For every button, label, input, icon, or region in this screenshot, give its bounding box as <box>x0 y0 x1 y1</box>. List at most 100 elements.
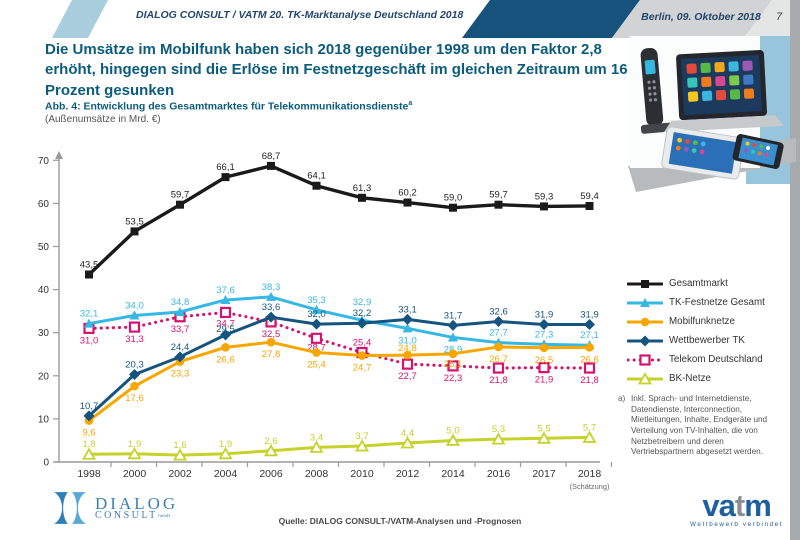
figure-unit-note: (Außenumsätze in Mrd. €) <box>45 114 161 125</box>
y-tick-label: 0 <box>43 458 49 469</box>
marker-tk-festnetze-gesamt <box>129 310 140 320</box>
slide-headline: Die Umsätze im Mobilfunk haben sich 2018… <box>45 41 628 99</box>
marker-wettbewerber-tk <box>220 329 231 341</box>
vatm-logo-tagline: Wettbewerb verbindet <box>690 521 784 528</box>
value-label-gesamtmarkt: 53,5 <box>125 216 144 227</box>
marker-bk-netze <box>354 439 370 452</box>
x-tick-label: 2012 <box>396 468 420 480</box>
legend-item-mobilfunknetze: Mobilfunknetze <box>627 312 792 331</box>
marker-gesamtmarkt <box>221 173 230 182</box>
legend-marker-wettbewerber-tk <box>639 335 651 346</box>
series-line-bk-netze <box>87 435 591 457</box>
value-label-tk-festnetze-gesamt: 32,1 <box>80 309 99 320</box>
value-label-mobilfunknetze: 25,4 <box>307 360 326 371</box>
document-title: DIALOG CONSULT / VATM 20. TK-Marktanalys… <box>136 9 464 21</box>
value-label-wettbewerber-tk: 31,9 <box>580 310 599 321</box>
marker-gesamtmarkt <box>585 201 594 210</box>
value-label-mobilfunknetze: 17,6 <box>125 393 144 404</box>
x-tick-label: 1998 <box>77 468 101 480</box>
marker-telekom-deutschland <box>219 306 232 319</box>
marker-mobilfunknetze <box>266 337 276 347</box>
value-label-gesamtmarkt: 59,0 <box>444 193 463 204</box>
footnote-text: Inkl. Sprach- und Internetdienste, Daten… <box>631 394 768 457</box>
value-label-gesamtmarkt: 61,3 <box>353 183 372 194</box>
legend-label-gesamtmarkt: Gesamtmarkt <box>669 278 728 289</box>
value-label-tk-festnetze-gesamt: 34,0 <box>125 300 144 311</box>
x-tick-label: 2002 <box>168 468 192 480</box>
legend-label-telekom-deutschland: Telekom Deutschland <box>669 354 763 365</box>
marker-mobilfunknetze <box>130 381 139 391</box>
value-label-mobilfunknetze: 26,5 <box>535 355 554 366</box>
legend-label-mobilfunknetze: Mobilfunknetze <box>669 316 735 327</box>
value-label-tk-festnetze-gesamt: 37,6 <box>216 285 235 296</box>
x-tick-label: 2008 <box>305 468 329 480</box>
series-line-tk-festnetze-gesamt <box>87 295 591 347</box>
value-label-bk-netze: 1,8 <box>82 439 95 450</box>
legend-swatch-telekom-deutschland <box>627 353 663 366</box>
value-label-wettbewerber-tk: 33,1 <box>398 304 417 315</box>
source-note: Quelle: DIALOG CONSULT-/VATM-Analysen un… <box>278 516 522 526</box>
value-label-telekom-deutschland: 34,7 <box>216 318 235 329</box>
marker-telekom-deutschland <box>447 360 459 372</box>
header-decoration <box>52 0 800 38</box>
marker-telekom-deutschland <box>401 358 414 370</box>
legend-marker-gesamtmarkt <box>641 279 649 288</box>
marker-bk-netze <box>81 447 97 460</box>
dialog-consult-logo-icon <box>54 492 86 524</box>
marker-tk-festnetze-gesamt <box>175 307 185 317</box>
value-label-bk-netze: 5,3 <box>492 424 505 435</box>
value-label-bk-netze: 4,4 <box>401 428 414 439</box>
figure-caption-text: Abb. 4: Entwicklung des Gesamtmarktes fü… <box>45 100 409 113</box>
series-line-gesamtmarkt <box>87 164 592 277</box>
y-tick-label: 70 <box>38 156 50 167</box>
smartphone-icon <box>732 134 784 169</box>
value-label-wettbewerber-tk: 32,0 <box>307 309 326 320</box>
cordless-phone-icon <box>640 47 674 134</box>
value-label-telekom-deutschland: 31,0 <box>80 335 99 346</box>
marker-tk-festnetze-gesamt <box>220 294 231 304</box>
dialog-logo-suffix: GmbH <box>157 512 170 518</box>
vatm-logo-part3: m <box>744 488 772 523</box>
value-label-telekom-deutschland: 22,3 <box>444 373 463 384</box>
footnote-marker: a) <box>618 394 626 403</box>
page-right-edge <box>790 0 800 540</box>
figure-caption-footnote-marker: a <box>408 100 413 107</box>
devices-photo <box>628 36 796 192</box>
marker-telekom-deutschland <box>310 332 323 344</box>
value-label-bk-netze: 2,6 <box>264 436 277 447</box>
value-label-telekom-deutschland: 28,7 <box>307 342 326 353</box>
value-label-wettbewerber-tk: 33,6 <box>262 302 281 313</box>
marker-mobilfunknetze <box>403 350 412 360</box>
value-label-mobilfunknetze: 26,6 <box>580 354 599 365</box>
marker-tk-festnetze-gesamt <box>311 304 322 314</box>
value-label-tk-festnetze-gesamt: 35,3 <box>307 295 326 306</box>
marker-mobilfunknetze <box>221 343 230 352</box>
marker-bk-netze <box>536 431 552 444</box>
laptop-icon <box>663 50 784 133</box>
value-label-gesamtmarkt: 59,3 <box>535 191 554 202</box>
value-label-mobilfunknetze: 26,6 <box>216 354 235 365</box>
marker-tk-festnetze-gesamt <box>84 318 94 328</box>
legend-item-gesamtmarkt: Gesamtmarkt <box>627 274 792 293</box>
marker-telekom-deutschland <box>492 362 505 374</box>
marker-gesamtmarkt <box>449 203 457 212</box>
marker-gesamtmarkt <box>494 200 503 209</box>
value-label-tk-festnetze-gesamt: 27,7 <box>489 328 508 339</box>
value-label-tk-festnetze-gesamt: 27,3 <box>535 329 554 340</box>
marker-bk-netze <box>400 436 415 449</box>
dialog-logo-line1: Dialog <box>95 493 179 513</box>
marker-wettbewerber-tk <box>538 319 550 331</box>
value-label-bk-netze: 5,7 <box>583 422 596 433</box>
value-label-wettbewerber-tk: 24,4 <box>171 342 190 353</box>
legend-marker-tk-festnetze-gesamt <box>640 297 650 307</box>
dialog-logo-line2: Consult <box>95 509 158 521</box>
header-date: Berlin, 09. Oktober 2018 <box>641 11 761 23</box>
legend-item-bk-netze: BK-Netze <box>627 369 792 388</box>
marker-gesamtmarkt <box>403 198 412 207</box>
value-label-wettbewerber-tk: 29,5 <box>216 324 235 335</box>
x-tick-label: 2000 <box>123 468 147 480</box>
marker-wettbewerber-tk <box>402 313 413 325</box>
value-label-wettbewerber-tk: 10,7 <box>80 401 99 412</box>
value-label-telekom-deutschland: 31,3 <box>125 334 144 345</box>
